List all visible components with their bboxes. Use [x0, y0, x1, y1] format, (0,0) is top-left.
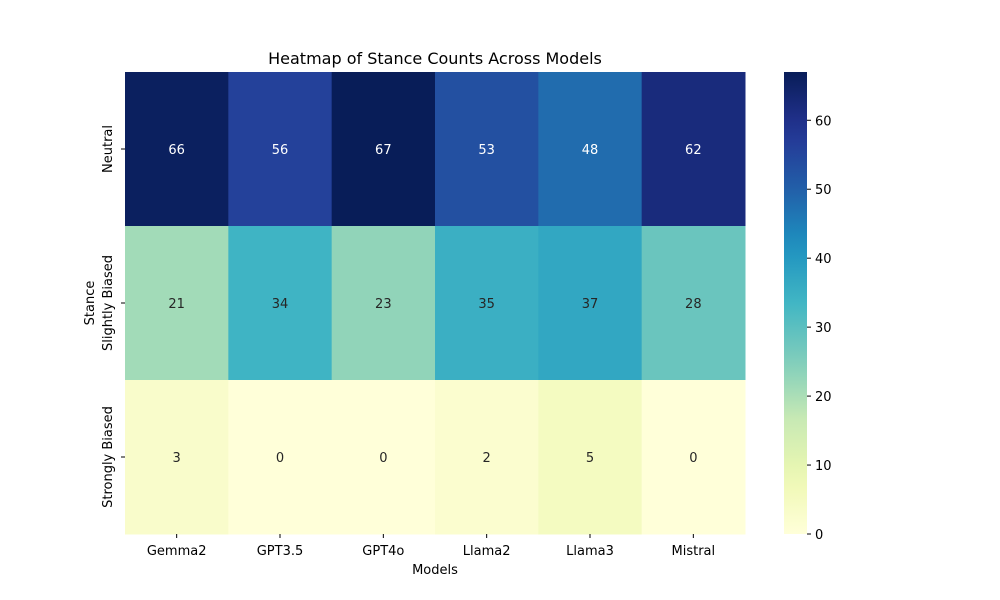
heatmap-cell-slightly-biased-gemma2 — [125, 226, 229, 381]
cell-value-label: 3 — [173, 451, 181, 466]
y-tick-label-neutral: Neutral — [101, 125, 116, 173]
heatmap-cell-neutral-gemma2 — [125, 72, 229, 227]
colorbar: 0 10 20 30 40 50 60 — [784, 72, 832, 543]
x-axis-ticks: Gemma2 GPT3.5 GPT4o Llama2 Llama3 Mistral — [147, 534, 715, 559]
cell-value-label: 21 — [168, 297, 185, 312]
cell-value-label: 48 — [582, 143, 599, 158]
cell-value-label: 5 — [586, 451, 594, 466]
cell-value-label: 37 — [582, 297, 599, 312]
colorbar-tick-label: 20 — [815, 390, 832, 405]
y-axis-ticks: Neutral Slightly Biased Strongly Biased — [101, 125, 125, 508]
heatmap-cell-slightly-biased-llama2 — [435, 226, 539, 381]
y-tick-label-strongly-biased: Strongly Biased — [101, 406, 116, 508]
heatmap-cell-neutral-gpt3-5 — [228, 72, 333, 227]
heatmap-cell-neutral-gpt4o — [331, 72, 436, 227]
heatmap-cell-strongly-biased-gpt4o — [331, 380, 436, 535]
cell-value-label: 0 — [379, 451, 387, 466]
heatmap-cell-slightly-biased-mistral — [641, 226, 746, 381]
heatmap-cell-neutral-mistral — [641, 72, 746, 227]
colorbar-tick-label: 50 — [815, 183, 832, 198]
cell-value-label: 34 — [272, 297, 289, 312]
cell-value-label: 67 — [375, 143, 392, 158]
cell-value-label: 35 — [478, 297, 495, 312]
x-tick-label-llama3: Llama3 — [566, 544, 614, 559]
heatmap-cell-neutral-llama3 — [538, 72, 643, 227]
colorbar-gradient — [784, 72, 807, 534]
chart-title: Heatmap of Stance Counts Across Models — [268, 49, 602, 68]
cell-value-label: 53 — [478, 143, 495, 158]
x-tick-label-gpt3-5: GPT3.5 — [257, 544, 304, 559]
heatmap-cells: 66 56 67 53 48 62 21 34 23 35 37 28 3 0 0 2 5 0 — [125, 72, 746, 535]
cell-value-label: 66 — [168, 143, 185, 158]
heatmap-cell-strongly-biased-gpt3-5 — [228, 380, 333, 535]
cell-value-label: 28 — [685, 297, 702, 312]
colorbar-tick-label: 10 — [815, 459, 832, 474]
colorbar-tick-label: 0 — [815, 528, 823, 543]
y-tick-label-slightly-biased: Slightly Biased — [101, 255, 116, 351]
x-tick-label-llama2: Llama2 — [463, 544, 511, 559]
cell-value-label: 62 — [685, 143, 702, 158]
cell-value-label: 0 — [276, 451, 284, 466]
x-tick-label-gpt4o: GPT4o — [362, 544, 404, 559]
heatmap-cell-slightly-biased-gpt4o — [331, 226, 436, 381]
colorbar-tick-label: 60 — [815, 114, 832, 129]
heatmap-cell-strongly-biased-llama2 — [435, 380, 539, 535]
y-axis-label: Stance — [83, 281, 98, 326]
heatmap-cell-strongly-biased-gemma2 — [125, 380, 229, 535]
cell-value-label: 23 — [375, 297, 392, 312]
x-axis-label: Models — [412, 563, 458, 578]
x-tick-label-gemma2: Gemma2 — [147, 544, 207, 559]
heatmap-cell-strongly-biased-mistral — [641, 380, 746, 535]
cell-value-label: 56 — [272, 143, 289, 158]
colorbar-tick-label: 30 — [815, 321, 832, 336]
colorbar-tick-label: 40 — [815, 252, 832, 267]
x-tick-label-mistral: Mistral — [672, 544, 716, 559]
heatmap-cell-slightly-biased-llama3 — [538, 226, 643, 381]
heatmap-cell-slightly-biased-gpt3-5 — [228, 226, 333, 381]
heatmap-cell-strongly-biased-llama3 — [538, 380, 643, 535]
cell-value-label: 0 — [689, 451, 697, 466]
cell-value-label: 2 — [483, 451, 491, 466]
heatmap-cell-neutral-llama2 — [435, 72, 539, 227]
